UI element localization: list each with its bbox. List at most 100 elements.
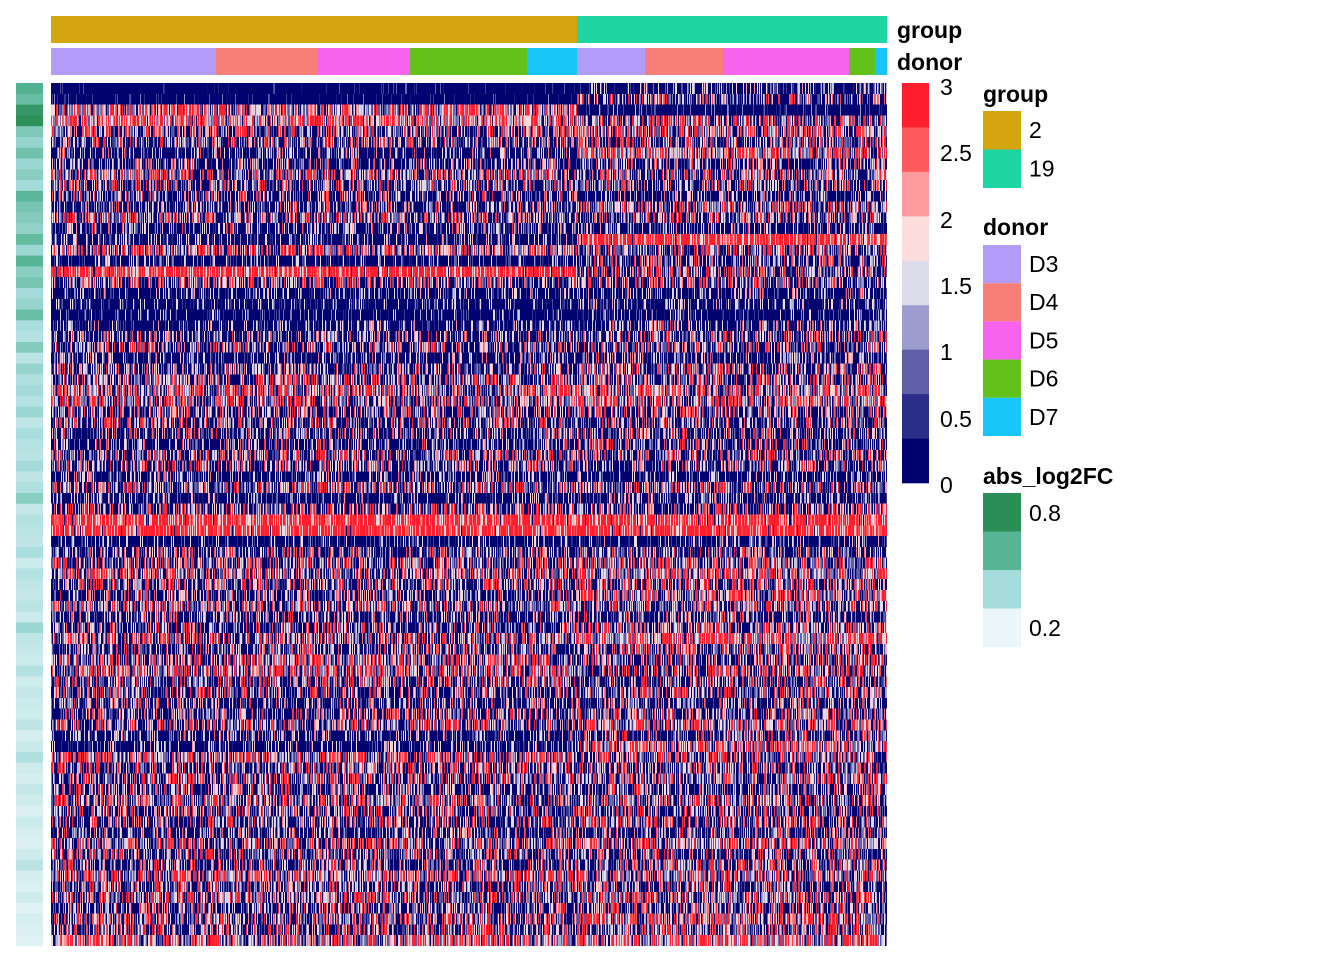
abs-log2fc-cell [16,816,43,828]
abs-log2fc-cell [16,859,43,871]
expression-key-bin [902,260,929,306]
abs-log2fc-cell [16,320,43,332]
donor-legend-swatch [983,359,1021,398]
abs-log2fc-key-bin [983,493,1021,532]
abs-log2fc-cell [16,751,43,763]
abs-log2fc-cell [16,741,43,753]
abs-log2fc-legend-title: abs_log2FC [983,463,1113,489]
abs-log2fc-cell [16,935,43,947]
group-annotation-track [51,16,888,43]
donor-legend-label: D4 [1029,289,1059,315]
abs-log2fc-cell [16,633,43,645]
donor-legend: D3 D4 D5 D6 D7 [983,245,1059,436]
abs-log2fc-cell [16,492,43,505]
abs-log2fc-cell [16,395,43,407]
abs-log2fc-cell [16,838,43,850]
abs-log2fc-cell [16,298,43,310]
group-track-label: group [897,17,962,43]
abs-log2fc-cell [16,428,43,440]
donor-annotation-track [51,48,888,75]
abs-log2fc-cell [16,126,43,138]
group-legend-swatch [983,111,1021,150]
donor-legend-swatch [983,245,1021,284]
abs-log2fc-cell [16,762,43,774]
abs-log2fc-cell [16,201,43,213]
expression-key-bin [902,394,929,439]
donor-segment-d3 [577,48,646,75]
abs-log2fc-color-key [983,493,1021,648]
abs-log2fc-key-bin [983,531,1021,571]
abs-log2fc-cell [16,719,43,731]
heatmap-body [51,83,887,946]
expression-tick: 0 [940,472,953,498]
abs-log2fc-cell [16,147,43,159]
abs-log2fc-cell [16,374,43,386]
abs-log2fc-cell [16,784,43,796]
expression-key-bin [902,349,929,395]
expression-key-bin [902,83,929,128]
group-legend-title: group [983,81,1048,107]
abs-log2fc-cell [16,568,43,580]
expression-tick: 0.5 [940,406,972,432]
group-segment-2 [51,16,578,43]
expression-key-bin [902,305,929,350]
abs-log2fc-cell [16,104,43,116]
abs-log2fc-cell [16,611,43,623]
abs-log2fc-cell [16,665,43,677]
abs-log2fc-cell [16,590,43,602]
donor-segment-d6 [410,48,528,75]
abs-log2fc-cell [16,158,43,170]
abs-log2fc-cell [16,83,43,95]
donor-legend-label: D6 [1029,366,1058,392]
donor-segment-d7 [527,48,578,75]
abs-log2fc-cell [16,438,43,451]
abs-log2fc-cell [16,676,43,688]
abs-log2fc-cell [16,902,43,914]
abs-log2fc-key-bin [983,608,1021,648]
abs-log2fc-cell [16,136,43,149]
abs-log2fc-cell [16,794,43,807]
abs-log2fc-cell [16,417,43,429]
donor-segment-d4 [216,48,319,75]
expression-tick: 2 [940,207,953,233]
abs-log2fc-cell [16,212,43,224]
heatmap-cells [51,83,887,946]
donor-legend-swatch [983,397,1021,436]
abs-log2fc-tick: 0.8 [1029,500,1061,526]
abs-log2fc-cell [16,449,43,461]
abs-log2fc-cell [16,622,43,634]
expression-tick: 2.5 [940,140,972,166]
expression-tick: 1.5 [940,273,972,299]
abs-log2fc-cell [16,848,43,860]
donor-legend-title: donor [983,214,1048,240]
expression-key-bin [902,216,929,262]
abs-log2fc-cell [16,287,43,300]
group-legend-label: 2 [1029,117,1042,143]
expression-key-bin [902,171,929,217]
group-legend: 2 19 [983,111,1055,188]
donor-legend-label: D3 [1029,251,1058,277]
donor-segment-d6 [849,48,876,75]
abs-log2fc-cell [16,924,43,936]
abs-log2fc-cell [16,525,43,537]
abs-log2fc-cell [16,363,43,375]
donor-legend-swatch [983,321,1021,360]
abs-log2fc-key-bin [983,570,1021,609]
abs-log2fc-cell [16,352,43,364]
abs-log2fc-cell [16,687,43,699]
abs-log2fc-cell [16,255,43,267]
donor-track-label: donor [897,49,962,75]
abs-log2fc-cell [16,266,43,278]
abs-log2fc-cell [16,234,43,246]
donor-legend-swatch [983,283,1021,322]
abs-log2fc-cell [16,190,43,202]
group-segment-19 [577,16,888,43]
abs-log2fc-cell [16,471,43,483]
abs-log2fc-cell [16,654,43,666]
abs-log2fc-cell [16,643,43,656]
abs-log2fc-cell [16,557,43,569]
abs-log2fc-cell [16,309,43,321]
abs-log2fc-cell [16,600,43,612]
group-legend-label: 19 [1029,156,1055,182]
abs-log2fc-cell [16,460,43,472]
